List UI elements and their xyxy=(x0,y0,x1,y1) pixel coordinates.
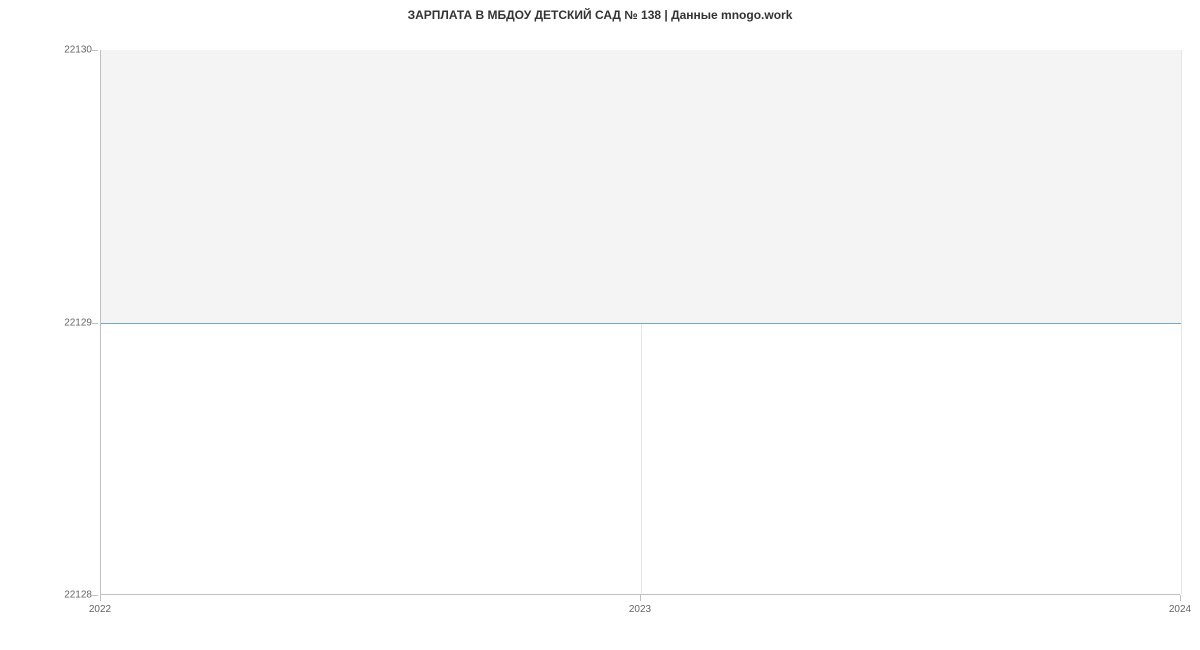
series-line xyxy=(101,323,1181,324)
y-tick-label: 22129 xyxy=(64,317,92,328)
gridline-vertical xyxy=(1181,50,1182,594)
plot-area xyxy=(100,50,1180,595)
x-tick-label: 2024 xyxy=(1169,604,1191,615)
y-tick xyxy=(92,323,98,324)
salary-chart: ЗАРПЛАТА В МБДОУ ДЕТСКИЙ САД № 138 | Дан… xyxy=(0,0,1200,650)
x-tick xyxy=(100,595,101,601)
x-tick xyxy=(1180,595,1181,601)
y-tick-label: 22130 xyxy=(64,45,92,56)
x-tick xyxy=(640,595,641,601)
x-tick-label: 2022 xyxy=(89,604,111,615)
x-tick-label: 2023 xyxy=(629,604,651,615)
y-tick-label: 22128 xyxy=(64,590,92,601)
y-tick xyxy=(92,50,98,51)
series-fill xyxy=(101,50,1181,323)
y-tick xyxy=(92,595,98,596)
chart-title: ЗАРПЛАТА В МБДОУ ДЕТСКИЙ САД № 138 | Дан… xyxy=(0,8,1200,22)
